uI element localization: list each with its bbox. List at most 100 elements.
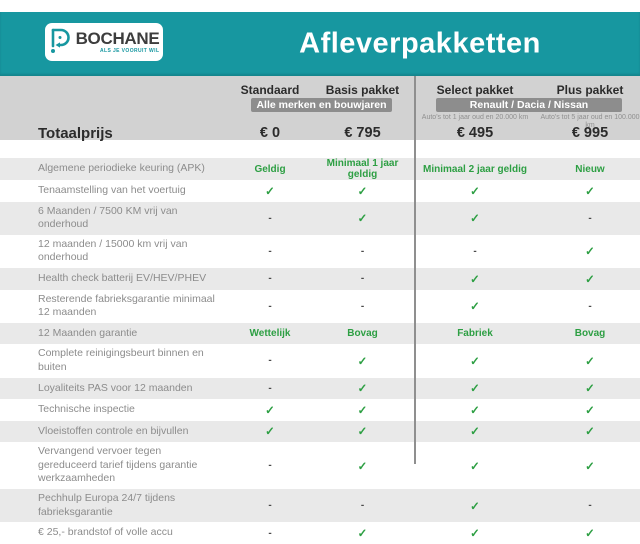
top-white-strip bbox=[0, 0, 640, 12]
brand-tagline: ALS JE VOORUIT WIL bbox=[99, 48, 160, 54]
feature-value-text: Fabriek bbox=[457, 328, 493, 340]
header-bar: BOCHANE ALS JE VOORUIT WIL Afleverpakket… bbox=[0, 12, 640, 76]
feature-value-text: Minimaal 1 jaar geldig bbox=[326, 158, 399, 180]
checkmark-icon: ✓ bbox=[470, 460, 480, 473]
checkmark-icon: ✓ bbox=[470, 355, 480, 368]
checkmark-icon: ✓ bbox=[265, 404, 275, 417]
not-included-dash: - bbox=[360, 273, 365, 285]
checkmark-icon: ✓ bbox=[470, 404, 480, 417]
checkmark-icon: ✓ bbox=[265, 426, 275, 439]
checkmark-icon: ✓ bbox=[470, 383, 480, 396]
not-included-dash: - bbox=[360, 300, 365, 312]
table-row: Vloeistoffen controle en bijvullen ✓ ✓ ✓ ✓ bbox=[0, 420, 640, 443]
not-included-dash: - bbox=[473, 245, 477, 257]
checkmark-icon: ✓ bbox=[470, 426, 480, 439]
bochane-logo-icon bbox=[49, 27, 71, 59]
table-row: Tenaamstelling van het voertuig ✓ ✓ ✓ ✓ bbox=[0, 180, 640, 202]
feature-value-text: Wettelijk bbox=[249, 328, 291, 340]
feature-label: Vervangend vervoer tegen gereduceerd tar… bbox=[38, 445, 198, 485]
checkmark-icon: ✓ bbox=[357, 185, 368, 198]
checkmark-icon: ✓ bbox=[585, 355, 595, 368]
total-price-value: € 795 bbox=[344, 125, 381, 141]
package-group-badge: Alle merken en bouwjaren bbox=[251, 98, 392, 112]
checkmark-icon: ✓ bbox=[357, 528, 368, 541]
brand-logo: BOCHANE ALS JE VOORUIT WIL bbox=[45, 23, 163, 61]
feature-label: Loyaliteits PAS voor 12 maanden bbox=[38, 381, 193, 394]
brand-name: BOCHANE bbox=[75, 29, 160, 48]
feature-label: Complete reinigingsbeurt binnen en buite… bbox=[38, 347, 204, 373]
table-row: Pechhulp Europa 24/7 tijdens fabrieksgar… bbox=[0, 489, 640, 523]
checkmark-icon: ✓ bbox=[585, 185, 595, 198]
feature-label: Algemene periodieke keuring (APK) bbox=[38, 162, 205, 175]
feature-table: Algemene periodieke keuring (APK) Geldig M… bbox=[0, 158, 640, 544]
feature-label: € 25,- brandstof of volle accu bbox=[38, 526, 173, 539]
feature-value-text: Nieuw bbox=[575, 163, 605, 175]
table-row: 12 maanden / 15000 km vrij van onderhoud… bbox=[0, 235, 640, 268]
feature-label: Tenaamstelling van het voertuig bbox=[38, 183, 186, 196]
checkmark-icon: ✓ bbox=[357, 460, 368, 473]
total-price-value: € 0 bbox=[259, 125, 281, 141]
total-price-value: € 995 bbox=[571, 125, 609, 141]
checkmark-icon: ✓ bbox=[470, 500, 480, 513]
feature-value-text: Bovag bbox=[347, 328, 378, 340]
not-included-dash: - bbox=[268, 527, 272, 539]
checkmark-icon: ✓ bbox=[470, 301, 480, 314]
table-row: Health check batterij EV/HEV/PHEV - - ✓ ✓ bbox=[0, 268, 640, 290]
package-note: Auto's tot 1 jaar oud en 20.000 km bbox=[421, 114, 529, 121]
checkmark-icon: ✓ bbox=[357, 355, 368, 368]
feature-label: Vloeistoffen controle en bijvullen bbox=[38, 424, 189, 437]
not-included-dash: - bbox=[268, 245, 272, 257]
table-row: € 25,- brandstof of volle accu - ✓ ✓ ✓ bbox=[0, 522, 640, 544]
not-included-dash: - bbox=[360, 500, 365, 512]
not-included-dash: - bbox=[588, 300, 592, 312]
total-price-label: Totaalprijs bbox=[38, 124, 113, 142]
not-included-dash: - bbox=[268, 212, 272, 224]
table-row: Vervangend vervoer tegen gereduceerd tar… bbox=[0, 442, 640, 489]
not-included-dash: - bbox=[268, 382, 272, 394]
not-included-dash: - bbox=[268, 300, 272, 312]
feature-label: Resterende fabrieksgarantie minimaal 12 … bbox=[38, 292, 215, 319]
panel-table-gap bbox=[0, 140, 640, 158]
feature-value-text: Minimaal 2 jaar geldig bbox=[423, 163, 527, 175]
package-note: Auto's tot 5 jaar oud en 100.000 km bbox=[540, 114, 640, 129]
table-row: Algemene periodieke keuring (APK) Geldig M… bbox=[0, 158, 640, 180]
not-included-dash: - bbox=[588, 212, 592, 224]
checkmark-icon: ✓ bbox=[357, 383, 368, 396]
feature-label: 12 Maanden garantie bbox=[38, 326, 138, 339]
checkmark-icon: ✓ bbox=[585, 528, 595, 541]
not-included-dash: - bbox=[268, 355, 272, 367]
checkmark-icon: ✓ bbox=[585, 404, 595, 417]
not-included-dash: - bbox=[360, 245, 365, 257]
not-included-dash: - bbox=[268, 460, 272, 472]
checkmark-icon: ✓ bbox=[265, 185, 275, 198]
checkmark-icon: ✓ bbox=[470, 185, 480, 198]
feature-label: Health check batterij EV/HEV/PHEV bbox=[38, 271, 207, 284]
table-row: Technische inspectie ✓ ✓ ✓ ✓ bbox=[0, 399, 640, 421]
package-group-badge: Renault / Dacia / Nissan bbox=[436, 98, 622, 112]
page-title: Afleverpakketten bbox=[299, 27, 541, 60]
checkmark-icon: ✓ bbox=[357, 213, 368, 226]
feature-label: 12 maanden / 15000 km vrij van onderhoud bbox=[38, 237, 188, 264]
package-name: Plus pakket bbox=[556, 83, 624, 97]
table-row: 6 Maanden / 7500 KM vrij van onderhoud - ✓… bbox=[0, 201, 640, 235]
package-name: Basis pakket bbox=[325, 83, 400, 97]
feature-value-text: Geldig bbox=[254, 163, 286, 175]
table-row: Complete reinigingsbeurt binnen en buite… bbox=[0, 344, 640, 377]
not-included-dash: - bbox=[268, 273, 272, 285]
table-row: Resterende fabrieksgarantie minimaal 12 … bbox=[0, 290, 640, 323]
total-price-value: € 495 bbox=[456, 125, 494, 141]
table-row: 12 Maanden garantie Wettelijk Bovag Fabriek… bbox=[0, 322, 640, 345]
table-row: Loyaliteits PAS voor 12 maanden - ✓ ✓ ✓ bbox=[0, 377, 640, 400]
checkmark-icon: ✓ bbox=[585, 246, 595, 259]
checkmark-icon: ✓ bbox=[470, 273, 480, 286]
feature-label: Pechhulp Europa 24/7 tijdens fabrieksgar… bbox=[38, 492, 176, 518]
checkmark-icon: ✓ bbox=[357, 426, 368, 439]
not-included-dash: - bbox=[588, 500, 592, 512]
feature-label: Technische inspectie bbox=[38, 403, 135, 416]
checkmark-icon: ✓ bbox=[357, 404, 368, 417]
checkmark-icon: ✓ bbox=[585, 273, 595, 286]
checkmark-icon: ✓ bbox=[585, 383, 595, 396]
not-included-dash: - bbox=[268, 500, 272, 512]
checkmark-icon: ✓ bbox=[470, 528, 480, 541]
